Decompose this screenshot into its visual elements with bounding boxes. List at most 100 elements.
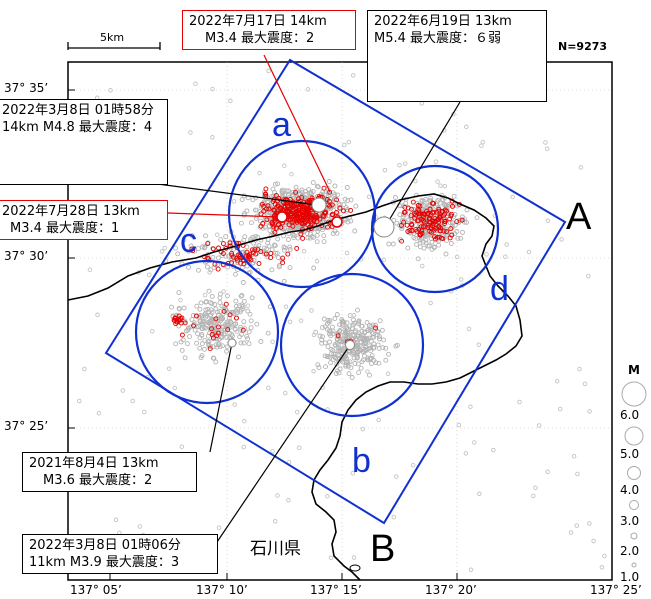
hypocenter-dot xyxy=(237,309,243,315)
hypocenter-dot xyxy=(242,326,248,332)
hypocenter-dot xyxy=(179,347,185,353)
hypocenter-dot xyxy=(315,362,321,368)
hypocenter-dot xyxy=(270,222,276,228)
hypocenter-dot xyxy=(226,253,232,259)
hypocenter-dot xyxy=(591,538,596,544)
hypocenter-dot xyxy=(427,206,433,212)
hypocenter-dot xyxy=(350,322,355,327)
hypocenter-dot xyxy=(213,342,219,348)
hypocenter-dot xyxy=(356,321,362,327)
hypocenter-dot xyxy=(249,295,255,301)
hypocenter-dot xyxy=(169,304,175,310)
hypocenter-dot xyxy=(420,239,426,245)
hypocenter-dot xyxy=(477,491,482,497)
island xyxy=(349,564,361,572)
hypocenter-dot xyxy=(417,203,423,209)
hypocenter-dot xyxy=(382,167,388,173)
hypocenter-dot xyxy=(421,245,427,251)
hypocenter-dot xyxy=(196,324,201,330)
hypocenter-dot xyxy=(575,471,580,477)
hypocenter-dot xyxy=(344,359,350,365)
hypocenter-dot xyxy=(332,342,338,348)
hypocenter-dot xyxy=(449,232,455,238)
hypocenter-dot xyxy=(223,253,229,259)
callout-jul28: 2022年7月28日 13km M3.4 最大震度：1 xyxy=(0,200,168,240)
hypocenter-dot xyxy=(369,353,375,359)
hypocenter-dot xyxy=(321,233,327,239)
hypocenter-dot xyxy=(346,139,352,145)
hypocenter-dot xyxy=(315,184,321,190)
region-a-label: a xyxy=(272,106,291,144)
prefecture-label: 石川県 xyxy=(250,539,301,559)
hypocenter-dot xyxy=(480,139,486,145)
hypocenter-dot xyxy=(399,226,405,232)
hypocenter-dot xyxy=(327,354,333,360)
event-m54-jun19 xyxy=(373,216,395,238)
frame-ticks xyxy=(68,89,458,580)
hypocenter-dot xyxy=(287,247,293,252)
hypocenter-dot xyxy=(420,224,426,230)
hypocenter-dot xyxy=(188,130,193,135)
hypocenter-dot xyxy=(369,355,374,361)
hypocenter-dot xyxy=(491,447,496,453)
hypocenter-dot xyxy=(412,211,417,216)
hypocenter-dot xyxy=(238,293,244,299)
hypocenter-dot xyxy=(204,322,209,328)
hypocenter-dot xyxy=(246,256,252,262)
hypocenter-dot xyxy=(367,343,373,349)
hypocenter-dot xyxy=(369,329,375,335)
hypocenter-dot xyxy=(242,418,247,424)
callout-jul17-line2: M3.4 最大震度：2 xyxy=(205,31,315,46)
hypocenter-dot xyxy=(232,260,238,266)
hypocenter-dot xyxy=(440,197,446,203)
hypocenter-dot xyxy=(344,250,350,256)
hypocenter-dot xyxy=(294,245,300,251)
hypocenter-dot xyxy=(199,313,205,319)
hypocenter-dot xyxy=(335,368,341,374)
hypocenter-dot xyxy=(260,221,266,226)
hypocenter-dot xyxy=(282,205,288,210)
hypocenter-dot xyxy=(240,327,246,333)
hypocenter-dot xyxy=(310,180,316,186)
hypocenter-dot xyxy=(342,354,348,360)
hypocenter-dot xyxy=(602,553,607,559)
hypocenter-dot xyxy=(442,183,448,189)
hypocenter-dot xyxy=(150,328,155,334)
hypocenter-dot xyxy=(531,493,536,499)
hypocenter-dot xyxy=(405,229,411,234)
hypocenter-dot xyxy=(215,324,221,330)
hypocenter-dot xyxy=(255,247,261,253)
hypocenter-dot xyxy=(448,226,454,232)
hypocenter-dot xyxy=(208,307,214,313)
hypocenter-dot xyxy=(252,234,258,239)
hypocenter-dot xyxy=(241,319,247,325)
hypocenter-dot xyxy=(275,493,280,498)
hypocenter-dot xyxy=(321,185,327,191)
hypocenter-dot xyxy=(373,323,379,328)
hypocenter-dot xyxy=(166,366,172,371)
hypocenter-dot xyxy=(376,360,382,366)
hypocenter-dot xyxy=(321,239,327,245)
callout-mar08-0158-line2: 14km M4.8 最大震度：4 xyxy=(2,120,153,135)
hypocenter-dot xyxy=(244,333,250,339)
hypocenter-dot xyxy=(324,321,330,327)
lat-label-2: 37° 30’ xyxy=(4,249,49,263)
hypocenter-dot xyxy=(281,247,287,253)
legend-label-30: 3.0 xyxy=(620,514,640,528)
hypocenter-dot xyxy=(225,322,231,328)
hypocenter-dot xyxy=(413,178,418,184)
hypocenter-dot xyxy=(334,312,340,317)
lon-label-1: 137° 05’ xyxy=(70,583,122,597)
hypocenter-dot xyxy=(113,517,119,523)
hypocenter-dot xyxy=(326,179,332,184)
hypocenter-dot xyxy=(120,388,126,393)
hypocenter-dot xyxy=(352,361,358,366)
hypocenter-dot xyxy=(327,318,333,323)
section-label-a: A xyxy=(566,196,592,238)
hypocenter-dot xyxy=(210,335,216,341)
hypocenter-dot xyxy=(193,81,198,86)
hypocenter-dot xyxy=(142,409,147,415)
hypocenter-dot xyxy=(311,218,317,223)
hypocenter-dot xyxy=(352,329,358,335)
hypocenter-dot xyxy=(466,326,472,332)
